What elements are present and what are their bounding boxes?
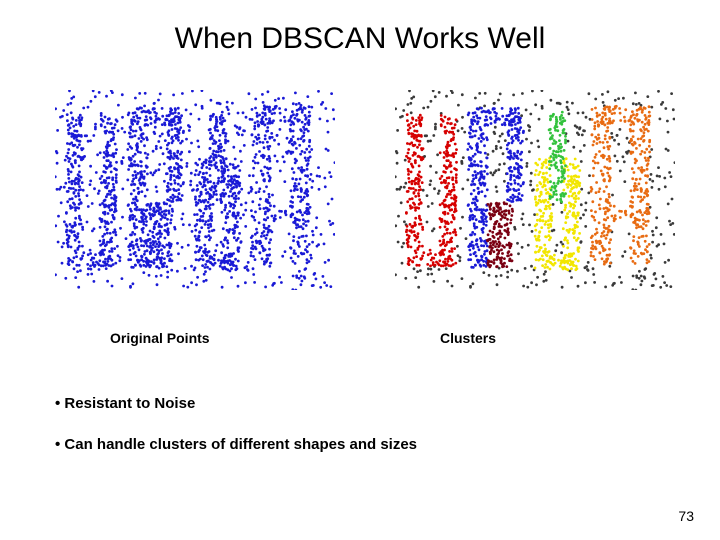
bullet-noise: Resistant to Noise: [55, 395, 417, 412]
plot-clusters: [395, 90, 675, 290]
scatter-original: [55, 90, 335, 290]
caption-original: Original Points: [110, 330, 210, 346]
caption-clusters: Clusters: [440, 330, 496, 346]
bullet-shapes: Can handle clusters of different shapes …: [55, 436, 417, 453]
scatter-clusters: [395, 90, 675, 290]
page-number: 73: [678, 508, 694, 524]
bullet-list: Resistant to Noise Can handle clusters o…: [55, 395, 417, 477]
page-title: When DBSCAN Works Well: [0, 22, 720, 56]
plot-original: [55, 90, 335, 290]
plots-row: [55, 90, 675, 290]
